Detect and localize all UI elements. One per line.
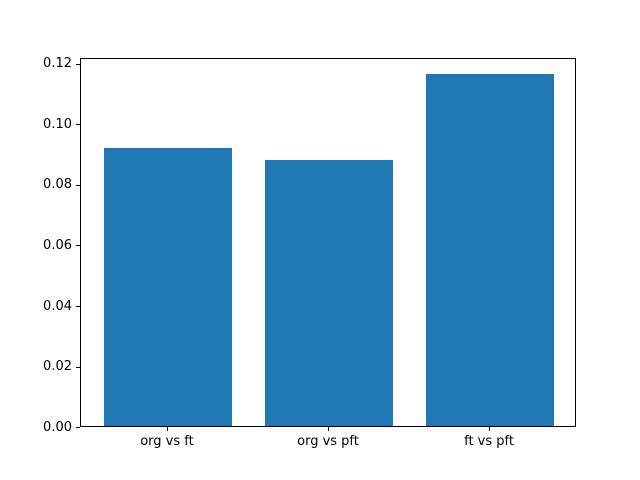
y-tick-label: 0.00 xyxy=(43,419,72,435)
x-tick-mark xyxy=(328,427,329,432)
x-tick-mark xyxy=(489,427,491,432)
plot-area xyxy=(80,57,576,428)
bar xyxy=(264,160,394,427)
y-tick-mark xyxy=(76,427,80,429)
y-tick-mark xyxy=(76,124,80,126)
bar xyxy=(103,148,233,427)
x-tick-label: org vs ft xyxy=(140,434,194,450)
y-tick-label: 0.12 xyxy=(43,56,72,72)
y-tick-label: 0.04 xyxy=(43,298,72,314)
y-tick-mark xyxy=(76,366,80,368)
y-tick-mark xyxy=(76,63,80,65)
y-tick-mark xyxy=(76,184,80,186)
y-tick-label: 0.02 xyxy=(43,359,72,375)
y-tick-mark xyxy=(76,245,80,247)
y-tick-label: 0.10 xyxy=(43,116,72,132)
y-tick-label: 0.08 xyxy=(43,177,72,193)
y-tick-mark xyxy=(76,306,80,308)
x-tick-mark xyxy=(166,427,168,432)
y-tick-label: 0.06 xyxy=(43,237,72,253)
x-tick-label: org vs pft xyxy=(297,434,359,450)
bar xyxy=(425,74,555,427)
x-tick-label: ft vs pft xyxy=(464,434,514,450)
